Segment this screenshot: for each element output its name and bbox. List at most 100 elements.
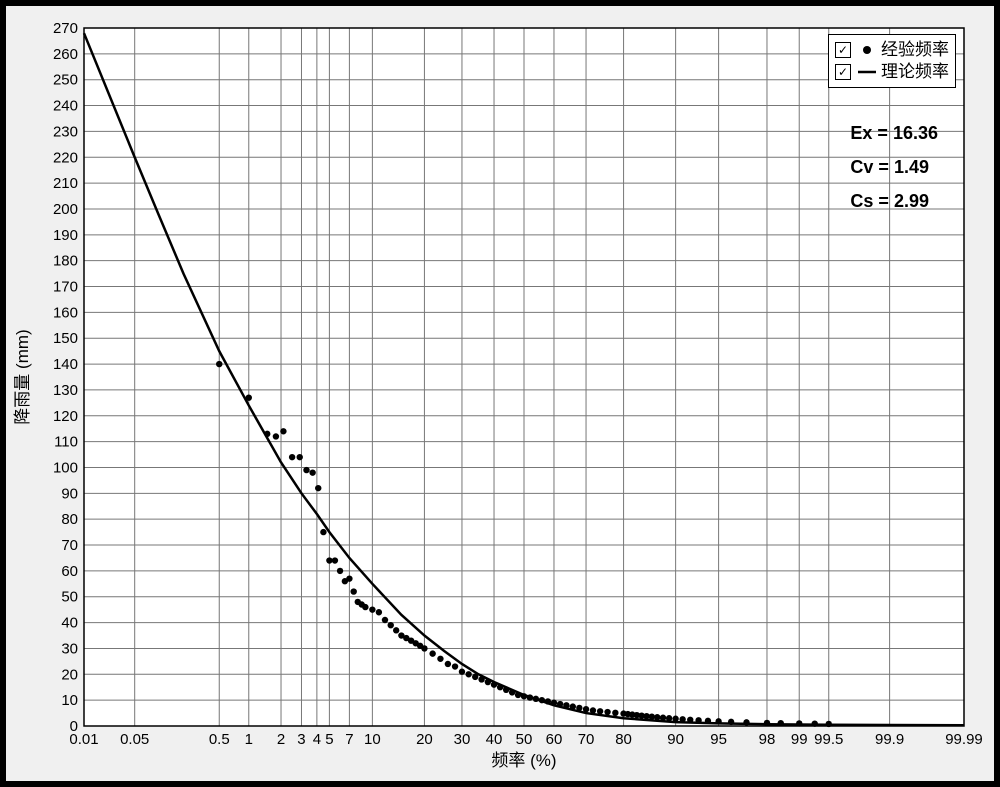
x-tick-label: 0.05: [120, 731, 149, 748]
data-point: [393, 627, 399, 633]
legend-item-theoretical[interactable]: ✓ 理论频率: [835, 61, 949, 83]
data-point: [472, 674, 478, 680]
data-point: [551, 700, 557, 706]
data-point: [337, 568, 343, 574]
probability-chart: 0102030405060708090100110120130140150160…: [6, 6, 994, 781]
data-point: [583, 706, 589, 712]
y-tick-label: 30: [61, 640, 78, 657]
data-point: [478, 676, 484, 682]
data-point: [743, 719, 749, 725]
data-point: [332, 557, 338, 563]
x-tick-label: 10: [364, 731, 381, 748]
stat-row-cs: Cs = 2.99: [850, 184, 938, 218]
data-point: [649, 713, 655, 719]
x-tick-label: 70: [578, 731, 595, 748]
y-tick-label: 160: [53, 304, 78, 321]
data-point: [679, 716, 685, 722]
data-point: [273, 433, 279, 439]
x-tick-label: 0.01: [69, 731, 98, 748]
data-point: [590, 707, 596, 713]
data-point: [612, 710, 618, 716]
data-point: [289, 454, 295, 460]
eq-sign: =: [878, 191, 889, 211]
y-tick-label: 80: [61, 511, 78, 528]
data-point: [465, 671, 471, 677]
checkbox-icon[interactable]: ✓: [835, 42, 851, 58]
legend-empirical-label: 经验频率: [881, 39, 949, 61]
x-axis-title: 频率 (%): [491, 751, 556, 770]
x-tick-label: 3: [297, 731, 305, 748]
y-tick-label: 40: [61, 615, 78, 632]
data-point: [421, 645, 427, 651]
x-tick-label: 40: [486, 731, 503, 748]
y-tick-label: 180: [53, 253, 78, 270]
legend: ✓ 经验频率 ✓ 理论频率: [828, 34, 956, 88]
eq-sign: =: [877, 123, 888, 143]
data-point: [570, 703, 576, 709]
stat-row-ex: Ex = 16.36: [850, 116, 938, 150]
data-point: [497, 684, 503, 690]
data-point: [485, 679, 491, 685]
data-point: [320, 529, 326, 535]
y-tick-label: 90: [61, 485, 78, 502]
data-point: [297, 454, 303, 460]
y-tick-label: 140: [53, 356, 78, 373]
checkbox-icon[interactable]: ✓: [835, 64, 851, 80]
data-point: [382, 617, 388, 623]
data-point: [369, 606, 375, 612]
y-tick-label: 170: [53, 279, 78, 296]
x-tick-label: 80: [615, 731, 632, 748]
data-point: [778, 720, 784, 726]
y-tick-label: 210: [53, 175, 78, 192]
data-point: [515, 692, 521, 698]
y-tick-label: 250: [53, 72, 78, 89]
stat-row-cv: Cv = 1.49: [850, 150, 938, 184]
data-point: [459, 669, 465, 675]
x-tick-label: 99: [791, 731, 808, 748]
stat-cs-value: 2.99: [894, 191, 929, 211]
data-point: [503, 687, 509, 693]
data-point: [303, 467, 309, 473]
data-point: [764, 720, 770, 726]
data-point: [660, 715, 666, 721]
x-tick-label: 30: [454, 731, 471, 748]
y-tick-label: 100: [53, 459, 78, 476]
eq-sign: =: [878, 157, 889, 177]
data-point: [376, 609, 382, 615]
data-point: [216, 361, 222, 367]
stats-block: Ex = 16.36 Cv = 1.49 Cs = 2.99: [850, 116, 938, 218]
data-point: [326, 557, 332, 563]
data-point: [452, 663, 458, 669]
data-point: [309, 469, 315, 475]
y-axis-title: 降雨量 (mm): [13, 329, 32, 424]
data-point: [527, 694, 533, 700]
data-point: [705, 718, 711, 724]
stat-cv-value: 1.49: [894, 157, 929, 177]
data-point: [557, 701, 563, 707]
data-point: [509, 689, 515, 695]
y-tick-label: 220: [53, 149, 78, 166]
y-tick-label: 130: [53, 382, 78, 399]
x-tick-label: 5: [325, 731, 333, 748]
data-point: [604, 709, 610, 715]
x-tick-label: 98: [759, 731, 776, 748]
data-point: [429, 650, 435, 656]
legend-theoretical-label: 理论频率: [881, 61, 949, 83]
x-tick-label: 4: [313, 731, 321, 748]
y-tick-label: 150: [53, 330, 78, 347]
y-tick-label: 10: [61, 692, 78, 709]
y-tick-label: 200: [53, 201, 78, 218]
x-tick-label: 99.5: [814, 731, 843, 748]
data-point: [521, 693, 527, 699]
x-tick-label: 99.99: [945, 731, 983, 748]
y-tick-label: 120: [53, 408, 78, 425]
x-tick-label: 95: [710, 731, 727, 748]
data-point: [687, 717, 693, 723]
y-tick-label: 270: [53, 20, 78, 37]
legend-item-empirical[interactable]: ✓ 经验频率: [835, 39, 949, 61]
x-tick-label: 7: [345, 731, 353, 748]
data-point: [445, 661, 451, 667]
data-point: [576, 705, 582, 711]
y-tick-label: 70: [61, 537, 78, 554]
x-tick-label: 60: [546, 731, 563, 748]
